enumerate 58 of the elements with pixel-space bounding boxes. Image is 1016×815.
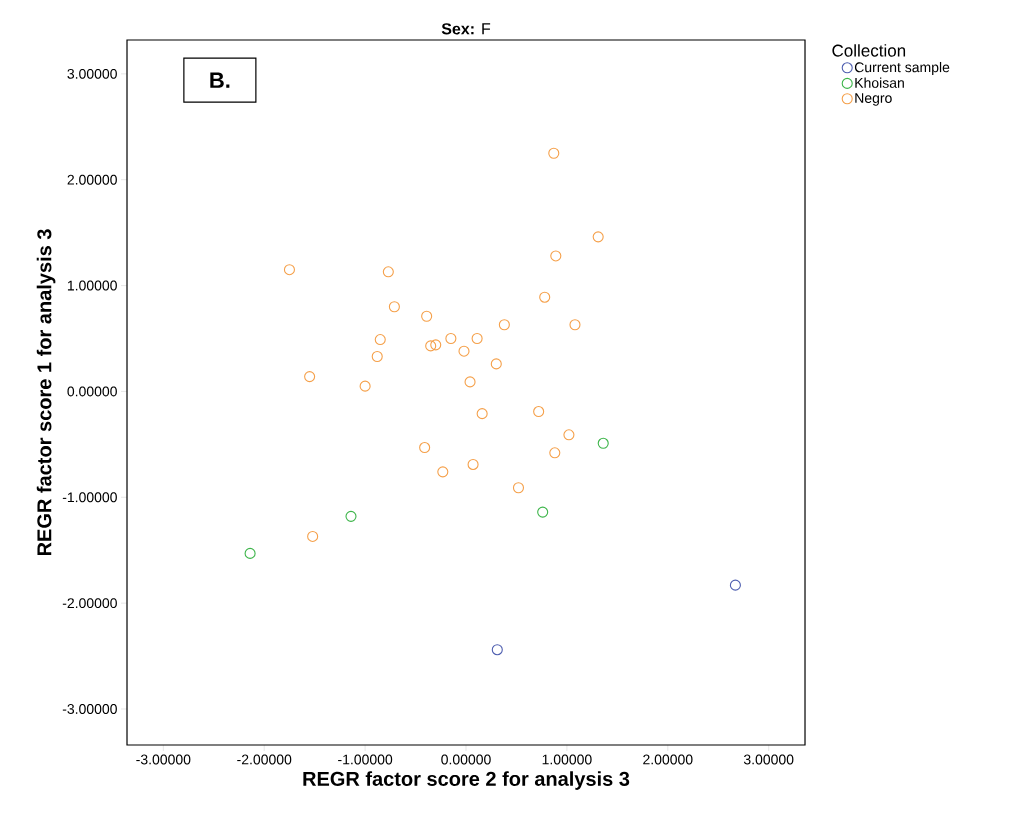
- point: [476, 408, 488, 420]
- x-tick-label: 1.00000: [542, 754, 592, 765]
- point: [537, 506, 549, 518]
- point: [388, 301, 400, 313]
- point: [283, 264, 295, 276]
- point: [550, 250, 562, 262]
- point: [597, 437, 609, 449]
- y-tick-label: 1.00000: [67, 280, 117, 291]
- point: [533, 405, 545, 418]
- point: [491, 644, 503, 656]
- point: [563, 429, 575, 441]
- point: [437, 466, 449, 478]
- y-tick-label: 0.00000: [67, 386, 117, 397]
- point: [304, 371, 316, 383]
- point: [425, 340, 437, 352]
- point: [548, 147, 560, 159]
- legend-label: Khoisan: [855, 77, 904, 88]
- legend-label: Negro: [855, 93, 892, 106]
- point: [421, 310, 433, 322]
- y-tick-label: 2.00000: [67, 174, 117, 185]
- point: [307, 530, 319, 542]
- y-tick-label: -3.00000: [62, 704, 117, 714]
- point: [467, 458, 479, 471]
- point: [445, 332, 457, 345]
- point: [345, 510, 357, 522]
- point: [244, 547, 256, 559]
- point: [498, 319, 510, 331]
- x-tick-label: -3.00000: [136, 754, 191, 765]
- y-tick-label: -2.00000: [62, 598, 117, 609]
- y-tick-label: 3.00000: [67, 68, 117, 79]
- point: [549, 447, 561, 459]
- point: [382, 266, 394, 278]
- chart-title: Sex: F: [441, 23, 491, 35]
- y-tick-label: -1.00000: [62, 492, 117, 503]
- point: [539, 291, 551, 303]
- point: [729, 579, 741, 591]
- point: [458, 345, 470, 357]
- x-tick-label: 0.00000: [441, 754, 491, 765]
- y-axis-title: REGR factor score 1 for analysis 3: [36, 229, 56, 556]
- legend-title: Collection: [832, 44, 906, 57]
- legend-label: Current sample: [854, 61, 950, 76]
- point: [490, 358, 502, 370]
- annotation: B.: [210, 72, 230, 88]
- point: [471, 332, 483, 345]
- x-tick-label: 3.00000: [743, 754, 794, 765]
- point: [512, 482, 525, 494]
- point: [592, 231, 604, 243]
- point: [374, 334, 386, 346]
- x-tick-label: -2.00000: [237, 754, 292, 765]
- point: [464, 376, 476, 388]
- x-axis-title: REGR factor score 2 for analysis 3: [303, 771, 630, 790]
- x-tick-label: -1.00000: [338, 754, 393, 765]
- point: [371, 350, 383, 363]
- point: [359, 380, 371, 392]
- point: [430, 339, 442, 351]
- point: [569, 319, 581, 331]
- point: [419, 441, 431, 454]
- x-tick-label: 2.00000: [643, 754, 693, 765]
